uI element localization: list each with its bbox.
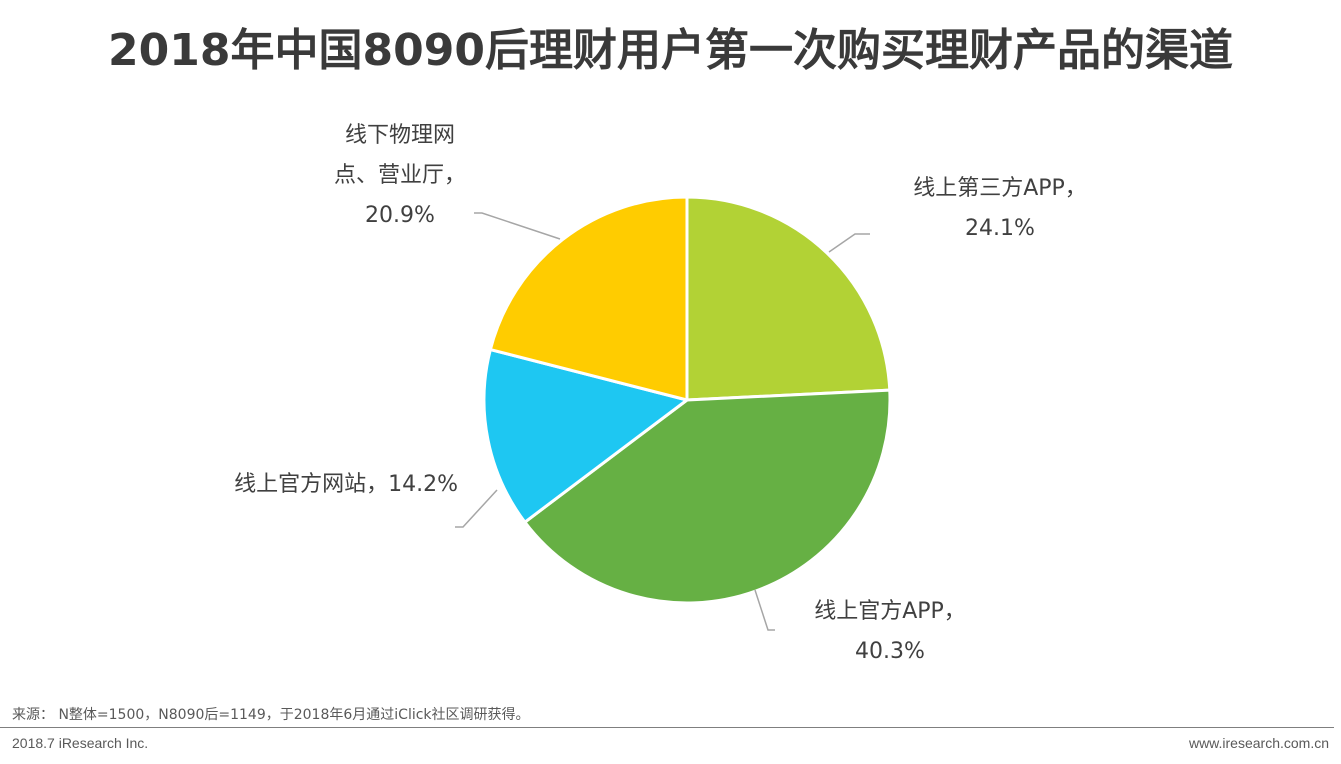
- slice-label-3: 线上官方网站，14.2%: [234, 472, 458, 497]
- slice-label-2: 线上官方APP， 40.3%: [814, 599, 966, 664]
- pie-slice-3: [482, 348, 689, 524]
- pie-slice-2: [523, 388, 892, 605]
- leader-line-3: [455, 489, 498, 528]
- slice-label-line: 线上官方APP，: [814, 599, 966, 624]
- slice-label-1: 线上第三方APP， 24.1%: [913, 176, 1087, 241]
- leader-line-1: [828, 233, 870, 253]
- slice-label-line: 线下物理网: [345, 123, 455, 148]
- slice-label-line: 线上官方网站，14.2%: [234, 472, 458, 497]
- footer-website: www.iresearch.com.cn: [1188, 735, 1329, 751]
- pie-slice-4: [488, 195, 689, 402]
- source-note: 来源： N整体=1500，N8090后=1149，于2018年6月通过iClic…: [12, 707, 530, 723]
- slice-label-4: 线下物理网点、营业厅， 20.9%: [334, 123, 466, 228]
- pie-slice-1: [685, 195, 892, 402]
- slice-label-line: 24.1%: [965, 216, 1035, 241]
- leader-line-4: [474, 212, 561, 240]
- leader-line-2: [754, 589, 775, 631]
- slice-label-line: 点、营业厅，: [334, 163, 466, 188]
- pie-chart: 线上第三方APP， 24.1% 线上官方APP， 40.3% 线上官方网站，14.2% 线…: [234, 123, 1087, 664]
- slice-label-line: 线上第三方APP，: [913, 176, 1087, 201]
- chart-title: 2018年中国8090后理财用户第一次购买理财产品的渠道: [108, 25, 1233, 76]
- footer-divider: [0, 727, 1334, 728]
- slice-label-line: 20.9%: [365, 203, 435, 228]
- slice-label-line: 40.3%: [855, 639, 925, 664]
- footer-copyright: 2018.7 iResearch Inc.: [12, 735, 149, 751]
